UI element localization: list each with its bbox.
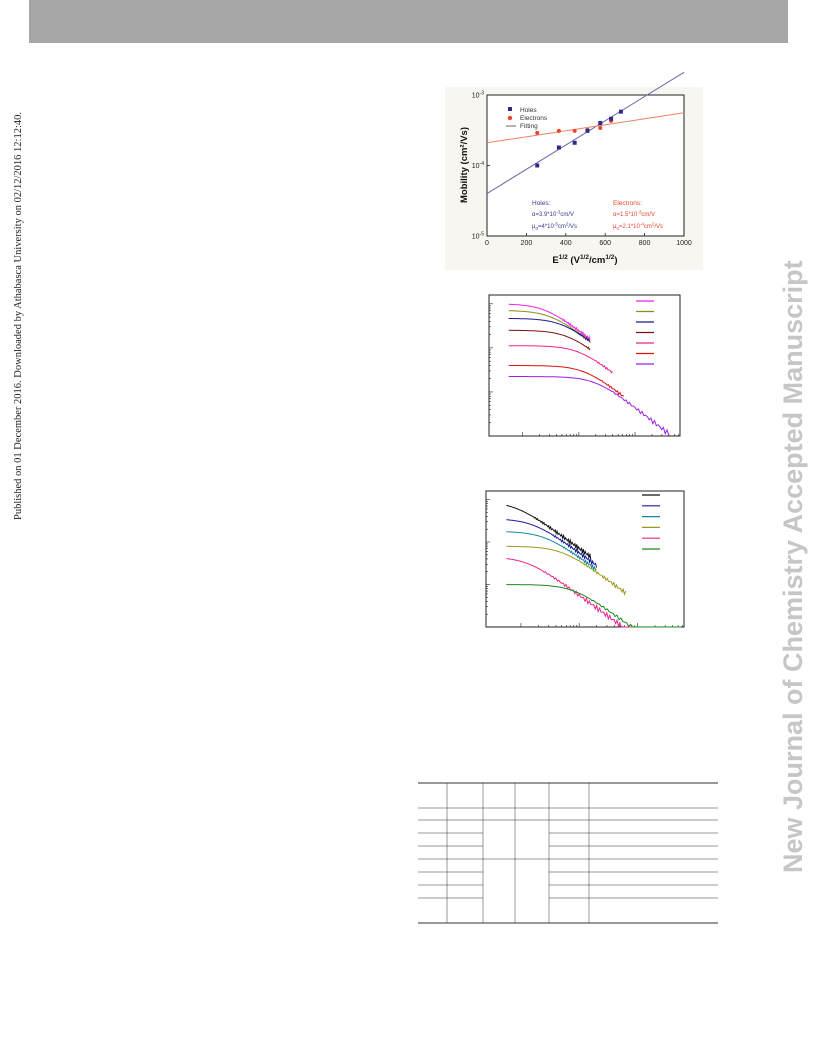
x-tick-label: 200 <box>521 240 533 247</box>
mobility-chart: 0 200 400 600 800 1000 10-5 10-4 10-3 Holes Elec… <box>445 71 703 270</box>
x-tick-label: 0 <box>485 240 489 247</box>
electrons-point <box>572 128 577 133</box>
decay-curve <box>508 376 670 436</box>
x-tick-label: 1000 <box>676 240 692 247</box>
electrons-annotation-title: Electrons: <box>613 200 642 207</box>
legend: Holes Electrons Fitting <box>506 107 548 130</box>
y-tick-label: 10-5 <box>472 232 484 241</box>
y-tick-label: 10-4 <box>472 161 484 170</box>
table-column-rules <box>446 783 590 923</box>
electrons-mu0: μ0=2.1*10-4cm2/Vs <box>613 222 663 232</box>
legend-fitting-label: Fitting <box>520 123 538 130</box>
legend-holes-marker <box>508 107 512 111</box>
holes-alpha: α=3.9*10-3cm/V <box>532 210 574 219</box>
decay-curve <box>508 365 625 397</box>
legend-electrons-marker <box>507 115 513 121</box>
electrons-annotation: Electrons: α=1.5*10-3cm/V μ0=2.1*10-4cm2… <box>613 200 663 231</box>
holes-annotation-title: Holes: <box>532 200 551 207</box>
electrons-point <box>535 130 540 135</box>
decay-curve <box>506 519 598 568</box>
holes-annotation: Holes: α=3.9*10-3cm/V μ0=4*10-5cm2/Vs <box>532 200 577 231</box>
electrons-alpha: α=1.5*10-3cm/V <box>613 210 655 219</box>
x-tick-label: 400 <box>560 240 572 247</box>
table-row-rules <box>418 819 718 899</box>
fit-line-electrons <box>486 112 685 144</box>
decay-curve <box>506 504 592 560</box>
decay-curve <box>508 329 591 351</box>
legend-electrons-label: Electrons <box>520 115 548 122</box>
holes-mu0: μ0=4*10-5cm2/Vs <box>532 222 577 232</box>
decay-curve <box>506 584 682 628</box>
electrons-point <box>556 128 561 133</box>
data-table <box>418 782 718 924</box>
holes-point <box>598 121 603 126</box>
x-tick-label: 600 <box>599 240 611 247</box>
photocurrent-chart-2 <box>485 490 685 628</box>
y-axis-title: Mobility (cm²/Vs) <box>459 127 470 203</box>
decay-curve <box>508 303 591 342</box>
holes-point <box>585 128 590 133</box>
publication-note: Published on 01 December 2016. Downloade… <box>13 112 24 520</box>
header-bar <box>29 0 788 43</box>
decay-curve <box>508 345 613 374</box>
y-tick-label: 10-3 <box>472 91 484 100</box>
holes-point <box>556 145 561 150</box>
legend-holes-label: Holes <box>520 107 537 114</box>
holes-point <box>572 140 577 145</box>
decay-curve <box>506 545 627 596</box>
decay-curve <box>508 310 591 344</box>
decay-curve <box>508 318 591 342</box>
fit-line-holes <box>486 71 685 194</box>
photocurrent-chart-1 <box>488 294 681 437</box>
plot-frame <box>485 490 685 628</box>
holes-point <box>535 163 540 168</box>
x-tick-label: 800 <box>639 240 651 247</box>
electrons-point <box>598 126 603 131</box>
plot-frame <box>486 94 685 237</box>
decay-curve <box>506 531 597 571</box>
x-axis-title: E1/2 (V1/2/cm1/2) <box>552 254 617 266</box>
holes-point <box>609 116 614 121</box>
holes-point <box>618 109 623 114</box>
watermark: New Journal of Chemistry Accepted Manusc… <box>778 260 808 873</box>
